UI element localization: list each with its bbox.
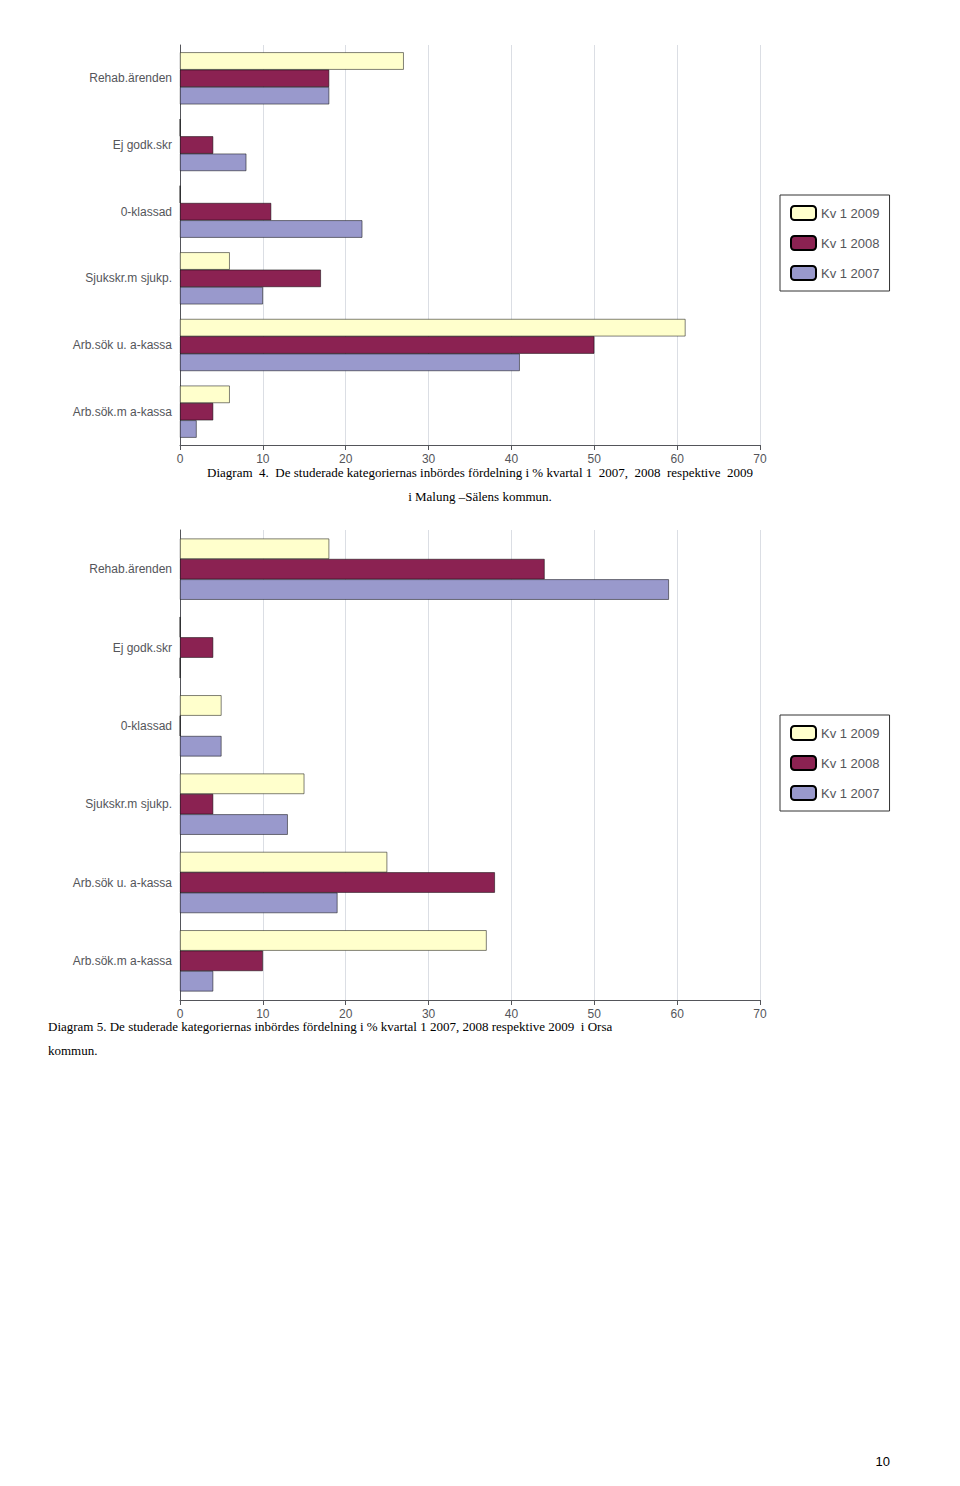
svg-text:Kv 1 2008: Kv 1 2008 [821, 756, 880, 771]
svg-text:Diagram 5. De studerade katego: Diagram 5. De studerade kategoriernas in… [48, 1019, 612, 1034]
svg-text:Rehab.ärenden: Rehab.ärenden [89, 71, 172, 85]
svg-text:70: 70 [753, 452, 767, 466]
svg-text:Arb.sök.m a-kassa: Arb.sök.m a-kassa [73, 405, 173, 419]
svg-text:20: 20 [339, 1007, 353, 1021]
svg-text:Arb.sök u. a-kassa: Arb.sök u. a-kassa [73, 876, 173, 890]
svg-text:60: 60 [670, 1007, 684, 1021]
svg-text:Kv 1 2007: Kv 1 2007 [821, 786, 880, 801]
svg-text:Kv 1 2008: Kv 1 2008 [821, 236, 880, 251]
svg-text:Kv 1 2009: Kv 1 2009 [821, 726, 880, 741]
svg-text:Sjukskr.m sjukp.: Sjukskr.m sjukp. [85, 271, 172, 285]
svg-text:70: 70 [753, 1007, 767, 1021]
svg-text:Arb.sök.m a-kassa: Arb.sök.m a-kassa [73, 954, 173, 968]
svg-text:Arb.sök u. a-kassa: Arb.sök u. a-kassa [73, 338, 173, 352]
svg-text:10: 10 [876, 1454, 890, 1469]
svg-text:10: 10 [256, 452, 270, 466]
svg-text:30: 30 [422, 452, 436, 466]
svg-text:10: 10 [256, 1007, 270, 1021]
svg-text:Diagram 4. De studerade kate: Diagram 4. De studerade kategoriernas in… [207, 465, 753, 480]
svg-text:0-klassad: 0-klassad [121, 205, 172, 219]
svg-text:50: 50 [588, 452, 602, 466]
svg-text:60: 60 [670, 452, 684, 466]
svg-text:0: 0 [177, 1007, 184, 1021]
svg-text:Sjukskr.m sjukp.: Sjukskr.m sjukp. [85, 797, 172, 811]
svg-text:Kv 1 2007: Kv 1 2007 [821, 266, 880, 281]
svg-text:kommun.: kommun. [48, 1043, 97, 1058]
svg-text:Kv 1 2009: Kv 1 2009 [821, 206, 880, 221]
svg-text:40: 40 [505, 452, 519, 466]
svg-text:i Malung –Sälens kommun.: i Malung –Sälens kommun. [408, 489, 552, 504]
svg-text:0-klassad: 0-klassad [121, 719, 172, 733]
svg-text:Rehab.ärenden: Rehab.ärenden [89, 562, 172, 576]
svg-text:20: 20 [339, 452, 353, 466]
svg-text:50: 50 [588, 1007, 602, 1021]
svg-text:40: 40 [505, 1007, 519, 1021]
svg-text:0: 0 [177, 452, 184, 466]
svg-text:30: 30 [422, 1007, 436, 1021]
svg-text:Ej godk.skr: Ej godk.skr [113, 138, 172, 152]
svg-text:Ej godk.skr: Ej godk.skr [113, 641, 172, 655]
